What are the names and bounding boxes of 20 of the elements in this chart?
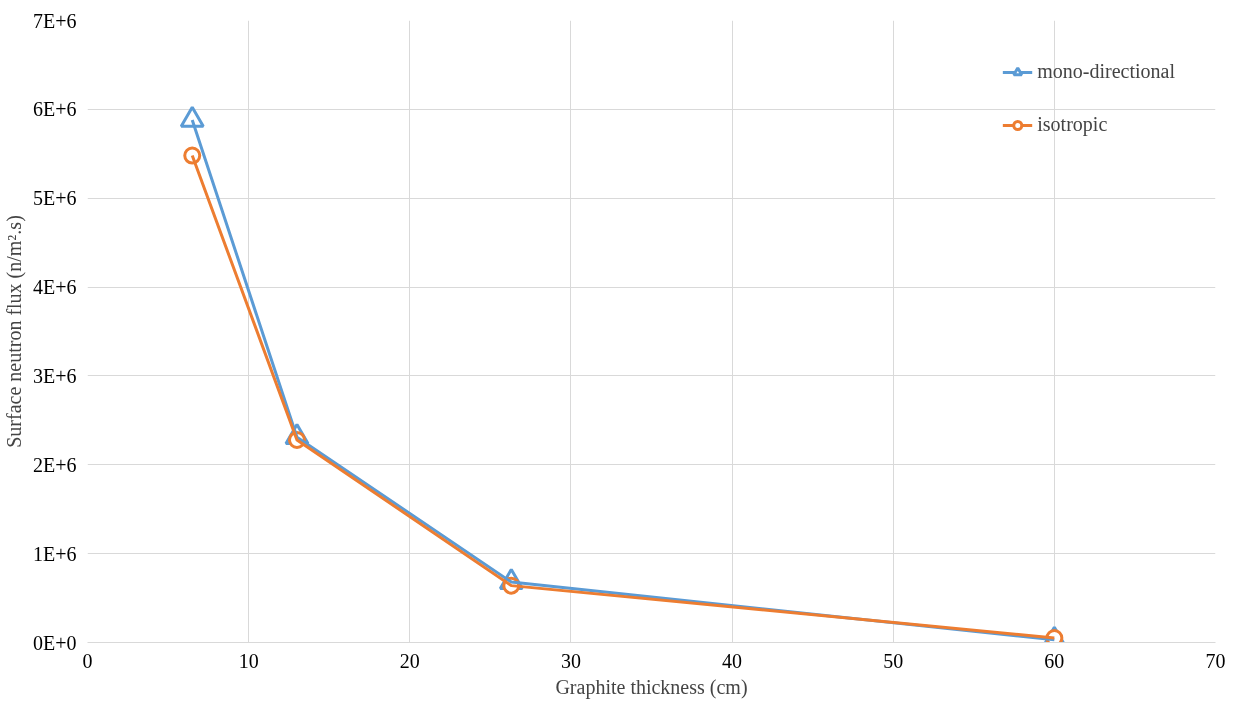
legend-label: mono-directional (1037, 60, 1175, 83)
y-tick-label: 0E+0 (33, 631, 77, 654)
y-tick-label: 7E+6 (33, 9, 77, 32)
x-tick-label: 20 (399, 649, 420, 672)
y-tick-label: 5E+6 (33, 187, 77, 210)
y-tick-label: 2E+6 (33, 453, 77, 476)
x-tick-label: 30 (560, 649, 581, 672)
x-tick-label: 70 (1205, 649, 1226, 672)
x-tick-label: 40 (722, 649, 743, 672)
x-axis-title: Graphite thickness (cm) (555, 675, 748, 699)
legend-label: isotropic (1037, 113, 1108, 136)
y-axis-title: Surface neutron flux (n/m².s) (3, 215, 26, 448)
y-tick-label: 1E+6 (33, 542, 77, 565)
x-tick-label: 50 (883, 649, 904, 672)
x-tick-label: 60 (1044, 649, 1065, 672)
y-tick-label: 4E+6 (33, 276, 77, 299)
x-tick-label: 10 (238, 649, 259, 672)
y-tick-label: 3E+6 (33, 364, 77, 387)
y-tick-label: 6E+6 (33, 98, 77, 121)
x-tick-label: 0 (82, 649, 93, 672)
